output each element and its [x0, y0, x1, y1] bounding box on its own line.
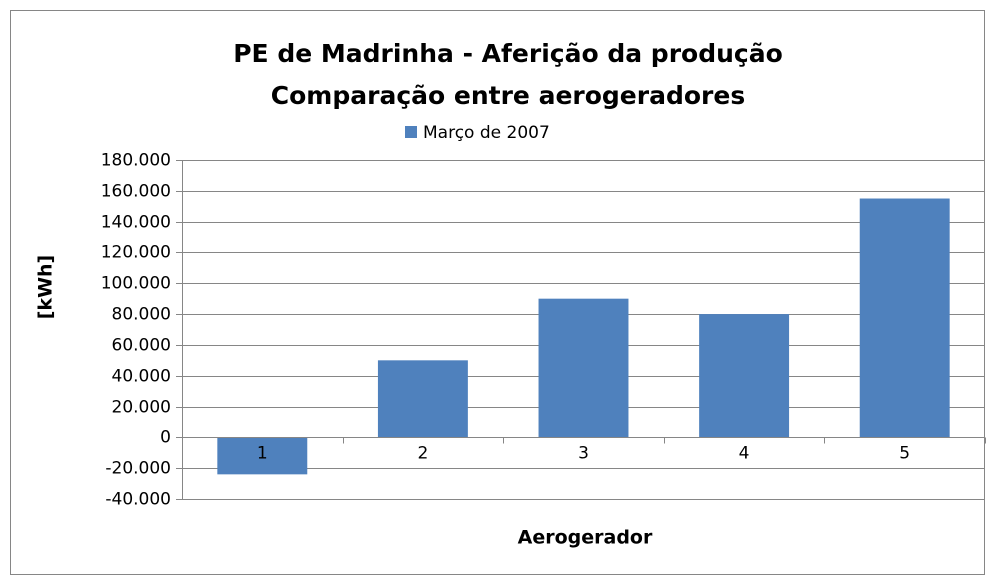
y-tick-label: 100.000: [101, 274, 171, 294]
y-axis-title: [kWh]: [35, 255, 57, 320]
x-tick-label: 2: [417, 444, 428, 464]
bar: [217, 437, 308, 475]
x-tick-label: 5: [899, 444, 910, 464]
y-tick-label: -40.000: [105, 490, 171, 510]
chart-frame: [10, 10, 985, 575]
y-tick-label: 0: [160, 428, 171, 448]
y-tick-label: 20.000: [112, 398, 171, 418]
y-tick-label: 180.000: [101, 151, 171, 171]
y-tick-label: 120.000: [101, 243, 171, 263]
y-tick-label: 160.000: [101, 182, 171, 202]
legend-swatch: [405, 126, 417, 138]
bar: [859, 198, 950, 438]
x-tick-label: 1: [257, 444, 268, 464]
x-tick-label: 4: [739, 444, 750, 464]
bar: [377, 360, 468, 438]
x-tick-label: 3: [578, 444, 589, 464]
y-tick-label: 140.000: [101, 213, 171, 233]
legend-label: Março de 2007: [423, 123, 550, 143]
y-tick-label: 80.000: [112, 305, 171, 325]
bar: [538, 298, 629, 438]
chart-title: PE de Madrinha - Aferição da produção: [233, 39, 783, 68]
y-tick-label: -20.000: [105, 459, 171, 479]
bar: [699, 314, 790, 438]
y-tick-label: 60.000: [112, 336, 171, 356]
x-axis-title: Aerogerador: [518, 527, 653, 549]
chart-title: Comparação entre aerogeradores: [271, 81, 745, 110]
y-tick-label: 40.000: [112, 367, 171, 387]
